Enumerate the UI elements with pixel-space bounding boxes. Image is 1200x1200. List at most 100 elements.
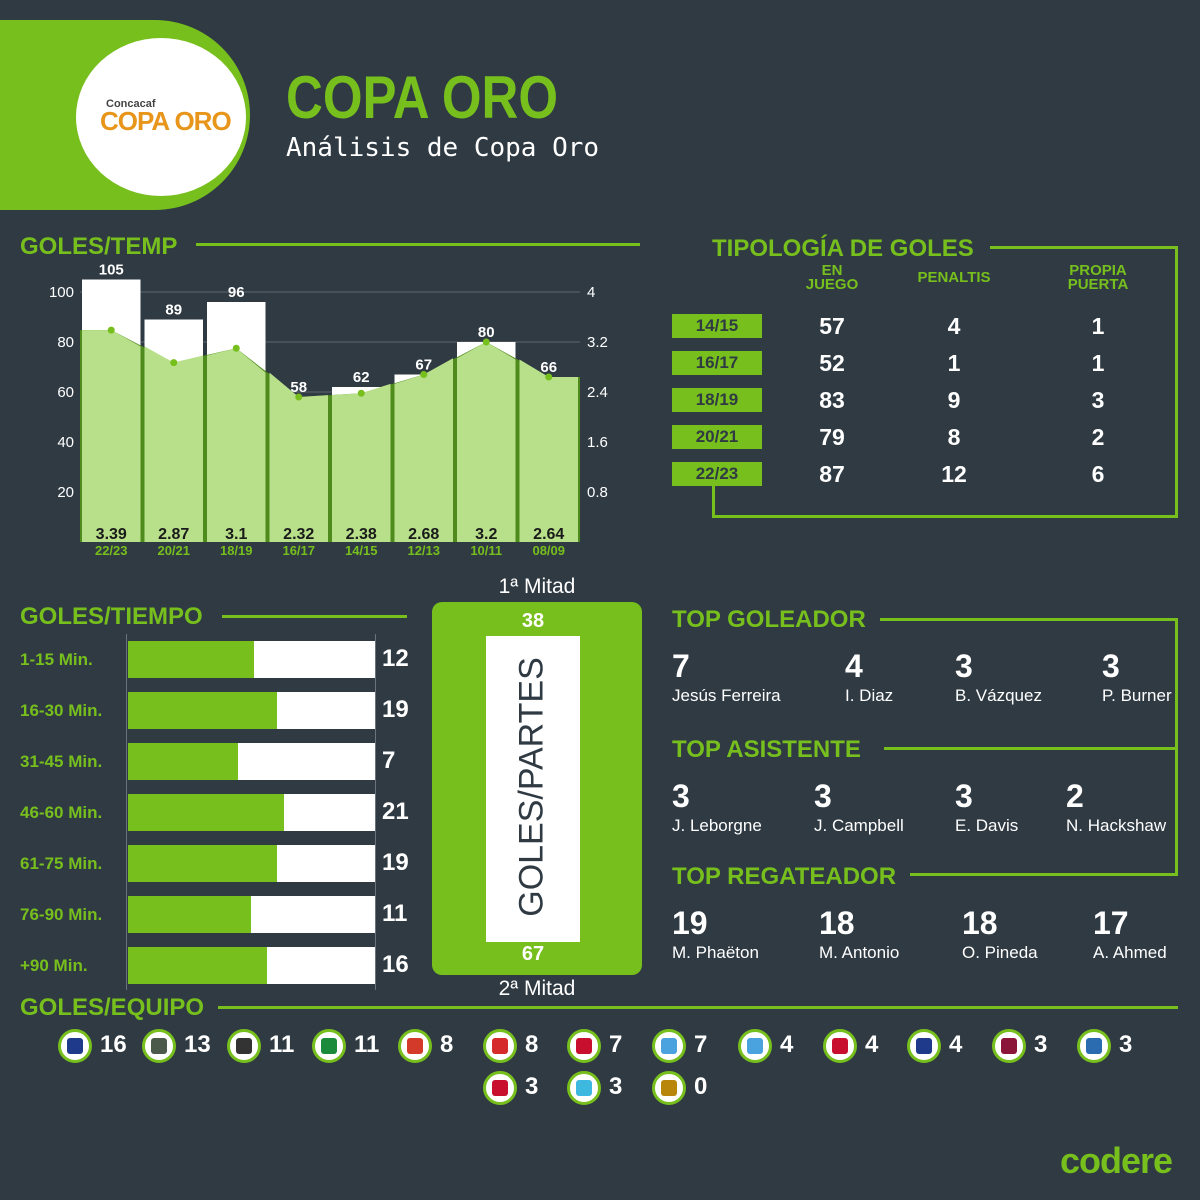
goles-tiempo-value: 7 bbox=[382, 747, 396, 774]
goles-equipo-title: GOLES/EQUIPO bbox=[20, 994, 205, 1021]
goles-tiempo-axis bbox=[126, 634, 127, 990]
goles-tiempo-label: +90 Min. bbox=[20, 956, 88, 975]
goles-tiempo-bar bbox=[128, 896, 251, 933]
team-goals: 16 bbox=[58, 1029, 138, 1069]
goles-partes-bar bbox=[486, 636, 580, 942]
goles-partes-label: GOLES/PARTES bbox=[512, 657, 551, 917]
team-goals-value: 11 bbox=[354, 1031, 380, 1058]
logo-small-text: Concacaf bbox=[106, 98, 156, 110]
y-tick-left: 40 bbox=[57, 434, 74, 451]
crest-shape bbox=[1086, 1038, 1102, 1054]
avg-label: 3.1 bbox=[225, 526, 247, 543]
second-half-value: 67 bbox=[521, 943, 545, 965]
top-asistente-name: N. Hackshaw bbox=[1066, 816, 1167, 835]
top-regateador-name: M. Antonio bbox=[819, 943, 900, 962]
goles-tiempo-bar bbox=[128, 794, 284, 831]
top-asistente-name: E. Davis bbox=[955, 816, 1019, 835]
top-asistente-value: 3 bbox=[814, 778, 832, 814]
tipologia-value: 87 bbox=[819, 461, 845, 487]
team-goals: 8 bbox=[483, 1029, 563, 1069]
goles-temp-title: GOLES/TEMP bbox=[20, 233, 178, 260]
goles-tiempo-label: 31-45 Min. bbox=[20, 752, 103, 771]
st-kitts-crest-icon bbox=[652, 1071, 686, 1105]
tipologia-value: 79 bbox=[819, 424, 845, 450]
guatemala-crest-icon bbox=[738, 1029, 772, 1063]
avg-label: 3.2 bbox=[475, 526, 497, 543]
team-goals-value: 7 bbox=[694, 1031, 708, 1058]
goles-tiempo-bar-track bbox=[128, 947, 375, 984]
avg-area-segment bbox=[144, 346, 203, 542]
y-tick-right: 1.6 bbox=[587, 434, 608, 451]
top-goleador-value: 3 bbox=[1102, 648, 1120, 684]
team-goals: 8 bbox=[398, 1029, 478, 1069]
avg-point bbox=[295, 393, 303, 401]
team-goals: 4 bbox=[823, 1029, 903, 1069]
top-goleador-rule bbox=[880, 618, 1178, 621]
tipologia-value: 8 bbox=[947, 424, 961, 450]
tipologia-value: 12 bbox=[941, 461, 967, 487]
tipologia-value: 2 bbox=[1091, 424, 1105, 450]
tipologia-header: PENALTIS bbox=[904, 269, 1004, 286]
top-regateador-name: A. Ahmed bbox=[1093, 943, 1167, 962]
y-tick-left: 100 bbox=[49, 284, 74, 301]
goals-label: 105 bbox=[99, 262, 124, 279]
crest-shape bbox=[67, 1038, 83, 1054]
crest-shape bbox=[661, 1080, 677, 1096]
cuba-crest-icon bbox=[483, 1071, 517, 1105]
season-badge: 18/19 bbox=[672, 388, 762, 412]
top-regateador-name: M. Phaëton bbox=[672, 943, 759, 962]
tipologia-header-line: PROPIA bbox=[1069, 262, 1127, 279]
team-goals-value: 3 bbox=[525, 1073, 539, 1100]
avg-point bbox=[232, 344, 240, 352]
panama-crest-icon bbox=[227, 1029, 261, 1063]
crest-shape bbox=[1001, 1038, 1017, 1054]
top-goleador-title: TOP GOLEADOR bbox=[672, 606, 866, 633]
team-goals-value: 13 bbox=[184, 1031, 211, 1058]
tipologia-value: 57 bbox=[819, 313, 845, 339]
goles-tiempo-value: 19 bbox=[382, 696, 409, 723]
crest-shape bbox=[236, 1038, 252, 1054]
copa-oro-logo: Concacaf COPA ORO bbox=[76, 38, 246, 196]
crest-shape bbox=[492, 1080, 508, 1096]
crest-shape bbox=[832, 1038, 848, 1054]
team-goals-value: 3 bbox=[1119, 1031, 1133, 1058]
goles-tiempo-label: 1-15 Min. bbox=[20, 650, 93, 669]
guadeloupe-crest-icon bbox=[398, 1029, 432, 1063]
trinidad-crest-icon bbox=[823, 1029, 857, 1063]
goles-partes-panel: 38 67 bbox=[432, 602, 642, 975]
team-goals: 11 bbox=[312, 1029, 392, 1069]
team-goals-value: 8 bbox=[525, 1031, 539, 1058]
season-badge: 20/21 bbox=[672, 425, 762, 449]
goles-tiempo-label: 16-30 Min. bbox=[20, 701, 103, 720]
y-tick-left: 60 bbox=[57, 384, 74, 401]
tipologia-header-line: PUERTA bbox=[1067, 276, 1129, 293]
tipologia-header-line: PENALTIS bbox=[917, 269, 991, 286]
goles-tiempo-bar-track bbox=[128, 641, 375, 678]
top-goleador-name: I. Diaz bbox=[845, 686, 894, 705]
goles-tiempo-label: 46-60 Min. bbox=[20, 803, 103, 822]
goals-label: 80 bbox=[478, 324, 495, 341]
team-goals: 11 bbox=[227, 1029, 307, 1069]
tipologia-value: 1 bbox=[1091, 313, 1105, 339]
top-goleador-value: 7 bbox=[672, 648, 690, 684]
goles-tiempo-rule bbox=[222, 615, 407, 618]
avg-point bbox=[420, 371, 428, 378]
crest-shape bbox=[576, 1080, 592, 1096]
top-goleador-value: 3 bbox=[955, 648, 973, 684]
costa-rica-crest-icon bbox=[567, 1029, 601, 1063]
team-goals: 4 bbox=[907, 1029, 987, 1069]
goles-tiempo-label: 76-90 Min. bbox=[20, 905, 103, 924]
goals-label: 58 bbox=[290, 379, 307, 396]
mexico-crest-icon bbox=[142, 1029, 176, 1063]
goles-tiempo-title: GOLES/TIEMPO bbox=[20, 603, 203, 630]
avg-label: 2.32 bbox=[283, 526, 314, 543]
codere-logo: codere bbox=[1060, 1140, 1173, 1181]
goles-tiempo-bar-track bbox=[128, 692, 375, 729]
team-goals-value: 4 bbox=[780, 1031, 794, 1058]
top-asistente-rule-right bbox=[1175, 747, 1178, 876]
goles-tiempo-bar-track bbox=[128, 794, 375, 831]
first-half-label: 1ª Mitad bbox=[498, 575, 576, 598]
top-goleador-rule-right bbox=[1175, 618, 1178, 750]
avg-point bbox=[170, 359, 178, 367]
season-tick: 22/23 bbox=[95, 543, 128, 558]
